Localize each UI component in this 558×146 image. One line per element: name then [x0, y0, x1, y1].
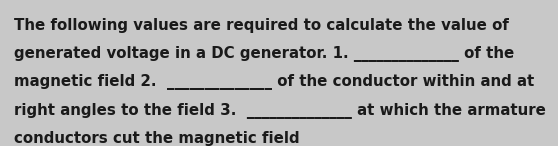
- Text: conductors cut the magnetic field: conductors cut the magnetic field: [14, 131, 300, 146]
- Text: The following values are required to calculate the value of: The following values are required to cal…: [14, 18, 509, 33]
- Text: magnetic field 2.  ______________ of the conductor within and at: magnetic field 2. ______________ of the …: [14, 74, 534, 91]
- Text: generated voltage in a DC generator. 1. ______________ of the: generated voltage in a DC generator. 1. …: [14, 46, 514, 62]
- Text: right angles to the field 3.  ______________ at which the armature: right angles to the field 3. ___________…: [14, 103, 546, 119]
